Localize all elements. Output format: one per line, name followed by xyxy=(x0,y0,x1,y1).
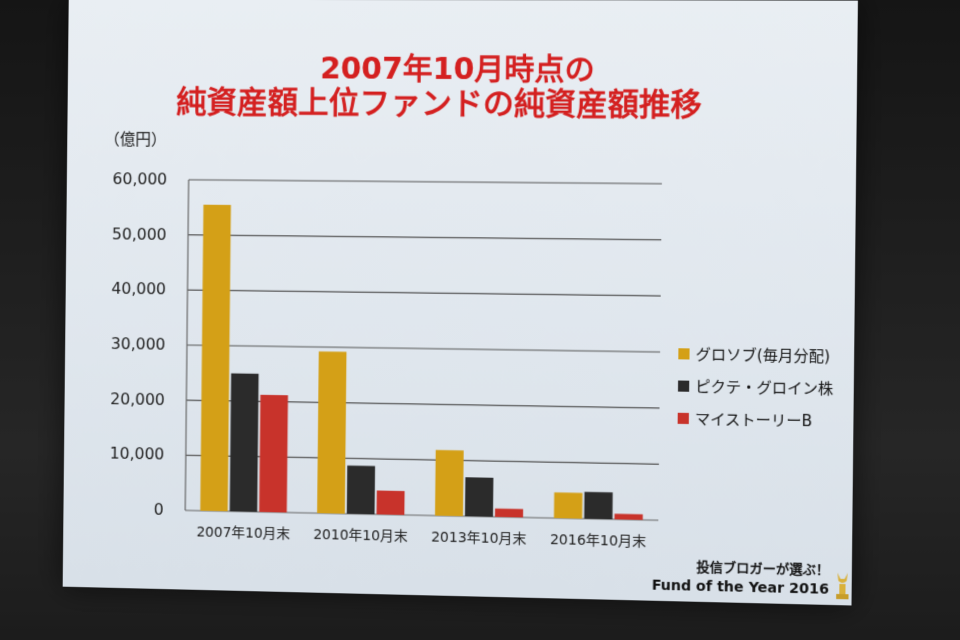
legend-label: ピクテ・グロイン株 xyxy=(695,376,833,399)
gridline xyxy=(187,345,660,352)
legend-swatch xyxy=(678,348,689,359)
bar xyxy=(465,477,493,517)
bar xyxy=(200,205,231,512)
legend-swatch xyxy=(678,381,689,392)
x-tick-label: 2007年10月末 xyxy=(196,524,290,542)
bar xyxy=(495,508,523,517)
trophy-mascot-icon xyxy=(833,571,852,602)
x-tick-label: 2013年10月末 xyxy=(431,529,527,547)
presentation-slide: 2007年10月時点の 純資産額上位ファンドの純資産額推移 （億円） 0 10,0… xyxy=(63,0,858,605)
legend-item: ピクテ・グロイン株 xyxy=(678,375,833,399)
gridline xyxy=(188,235,661,240)
y-tick-label: 0 xyxy=(154,500,164,519)
legend-swatch xyxy=(678,413,689,424)
gridline xyxy=(189,180,662,184)
y-tick-label: 50,000 xyxy=(112,224,167,243)
legend-item: マイストーリーB xyxy=(678,408,813,432)
bar xyxy=(347,466,375,515)
gridline xyxy=(188,290,661,296)
bar-chart: 010,00020,00030,00040,00050,00060,000200… xyxy=(63,0,858,605)
legend-label: グロソブ(毎月分配) xyxy=(696,343,831,366)
bar xyxy=(435,450,464,516)
bar xyxy=(584,492,613,519)
y-tick-label: 60,000 xyxy=(112,169,167,188)
bar xyxy=(230,373,259,512)
footer-branding: 投信ブロガーが選ぶ！ Fund of the Year 2016 xyxy=(652,558,830,598)
bar xyxy=(377,491,405,515)
legend-item: グロソブ(毎月分配) xyxy=(678,343,830,366)
bar xyxy=(554,492,582,518)
bar xyxy=(317,351,346,513)
y-tick-label: 10,000 xyxy=(110,444,165,464)
y-tick-label: 30,000 xyxy=(111,334,166,354)
y-tick-label: 40,000 xyxy=(111,279,166,299)
x-tick-label: 2010年10月末 xyxy=(313,527,408,545)
bar xyxy=(614,514,642,520)
bar xyxy=(259,395,288,513)
y-tick-label: 20,000 xyxy=(110,389,165,409)
legend-label: マイストーリーB xyxy=(695,408,812,431)
x-tick-label: 2016年10月末 xyxy=(550,532,647,550)
